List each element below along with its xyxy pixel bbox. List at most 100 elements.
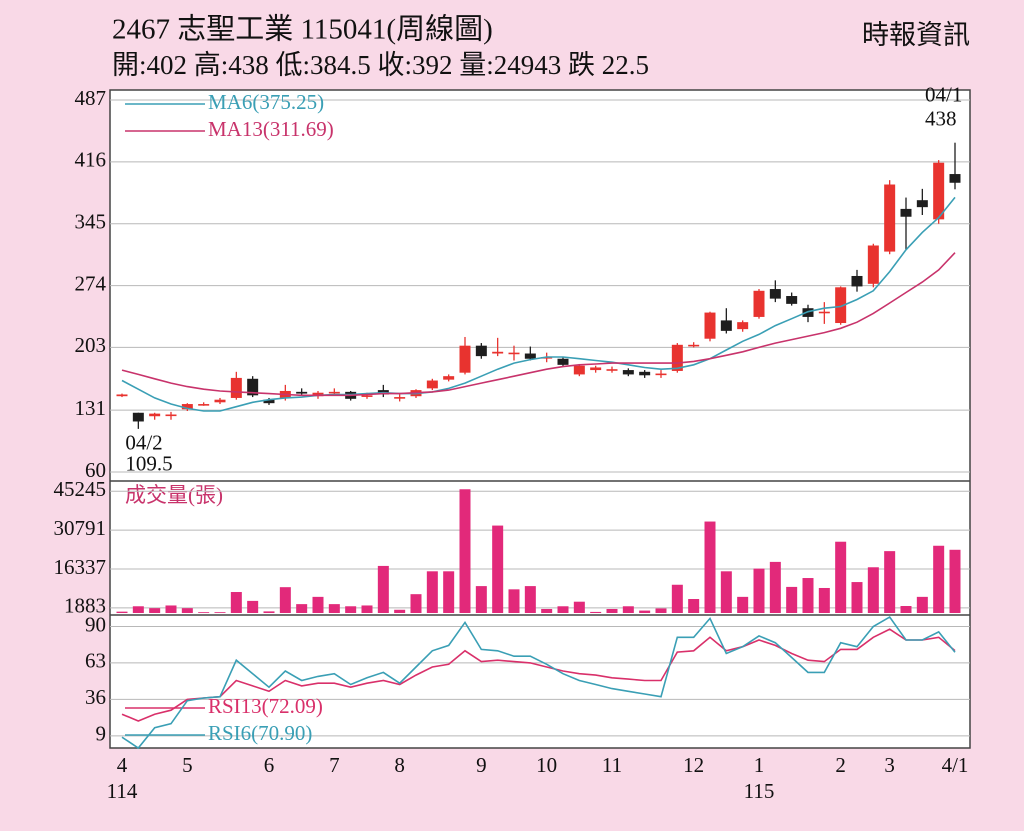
bar (361, 605, 373, 613)
x-tick-label: 11 (602, 753, 622, 777)
y-tick-label: 274 (75, 271, 107, 295)
bar (459, 489, 471, 613)
annotation-date: 04/1 (925, 83, 962, 107)
bar (818, 587, 830, 613)
candle-body (198, 404, 210, 406)
annotation-date: 04/2 (125, 431, 162, 455)
candle-body (361, 395, 373, 397)
series-line (121, 196, 956, 412)
x-tick-label: 7 (329, 753, 340, 777)
bar (492, 525, 504, 613)
bar (720, 571, 732, 613)
bar (541, 608, 553, 613)
x-tick-sublabel: 114 (107, 779, 138, 803)
bar (622, 606, 634, 613)
bar (949, 549, 961, 613)
candle-body (704, 312, 716, 339)
bar (524, 586, 536, 613)
x-tick-sublabel: 115 (744, 779, 775, 803)
bar (704, 521, 716, 613)
candle-body (394, 397, 406, 399)
candle-body (492, 351, 504, 354)
candle-body (851, 275, 863, 287)
y-tick-label: 1883 (64, 594, 106, 618)
x-tick-label: 2 (835, 753, 846, 777)
candle-body (769, 289, 781, 299)
candle-body (328, 391, 340, 394)
source: 時報資訊 (862, 20, 970, 50)
candle-body (867, 245, 879, 284)
candle-body (573, 365, 585, 375)
bar (328, 604, 340, 613)
candle-body (524, 353, 536, 359)
bar (149, 608, 161, 613)
series-line (121, 615, 956, 750)
x-tick-label: 1 (754, 753, 765, 777)
candle-body (900, 208, 912, 217)
candle-body (671, 344, 683, 371)
bar (590, 611, 602, 613)
x-tick-label: 9 (476, 753, 487, 777)
legend-label: MA6(375.25) (208, 90, 324, 114)
candle-body (557, 358, 569, 365)
y-tick-label: 9 (96, 722, 107, 746)
y-tick-label: 345 (75, 210, 107, 234)
y-tick-label: 131 (75, 396, 107, 420)
candle-body (737, 322, 749, 330)
candle-body (884, 184, 896, 252)
candle-body (426, 380, 438, 389)
candle-body (312, 392, 324, 397)
bar (443, 571, 455, 613)
x-tick-label: 12 (683, 753, 704, 777)
legend-label: RSI13(72.09) (208, 694, 323, 718)
candle-body (916, 200, 928, 208)
y-tick-label: 30791 (54, 516, 107, 540)
bar (737, 596, 749, 613)
bar (508, 589, 520, 613)
x-tick-label: 10 (536, 753, 557, 777)
candle-body (214, 399, 226, 403)
y-tick-label: 45245 (54, 477, 107, 501)
bar (671, 584, 683, 613)
bar (279, 587, 291, 613)
candle-body (132, 412, 144, 422)
series-line (121, 628, 956, 722)
bar (655, 608, 667, 613)
plot-area (109, 89, 971, 749)
candle-body (116, 394, 128, 397)
candle-body (688, 344, 700, 347)
candle-body (639, 371, 651, 376)
bar (247, 600, 259, 613)
bar (116, 611, 128, 613)
bar (769, 561, 781, 613)
candle-body (606, 369, 618, 371)
candle-body (459, 345, 471, 373)
bar (345, 606, 357, 613)
candle-body (230, 377, 242, 398)
candle-body (655, 373, 667, 376)
x-tick-label: 5 (182, 753, 193, 777)
candle-body (508, 352, 520, 355)
bar (867, 567, 879, 613)
candle-body (475, 345, 487, 357)
series-line (121, 252, 956, 397)
bar (132, 606, 144, 613)
legend-label: MA13(311.69) (208, 117, 334, 141)
bar (639, 610, 651, 613)
y-tick-label: 63 (85, 649, 106, 673)
y-tick-label: 203 (75, 333, 107, 357)
x-tick-label: 4 (117, 753, 128, 777)
y-tick-label: 16337 (54, 555, 107, 579)
bar (214, 612, 226, 613)
bar (394, 609, 406, 613)
bar (884, 551, 896, 613)
candle-body (720, 320, 732, 331)
y-tick-label: 416 (75, 148, 107, 172)
chart-subtitle: 開:402 高:438 低:384.5 收:392 量:24943 跌 22.5 (112, 50, 649, 80)
y-tick-label: 487 (75, 86, 107, 110)
bar (165, 605, 177, 613)
bar (410, 594, 422, 613)
x-tick-label: 8 (394, 753, 405, 777)
y-tick-label: 36 (85, 685, 106, 709)
